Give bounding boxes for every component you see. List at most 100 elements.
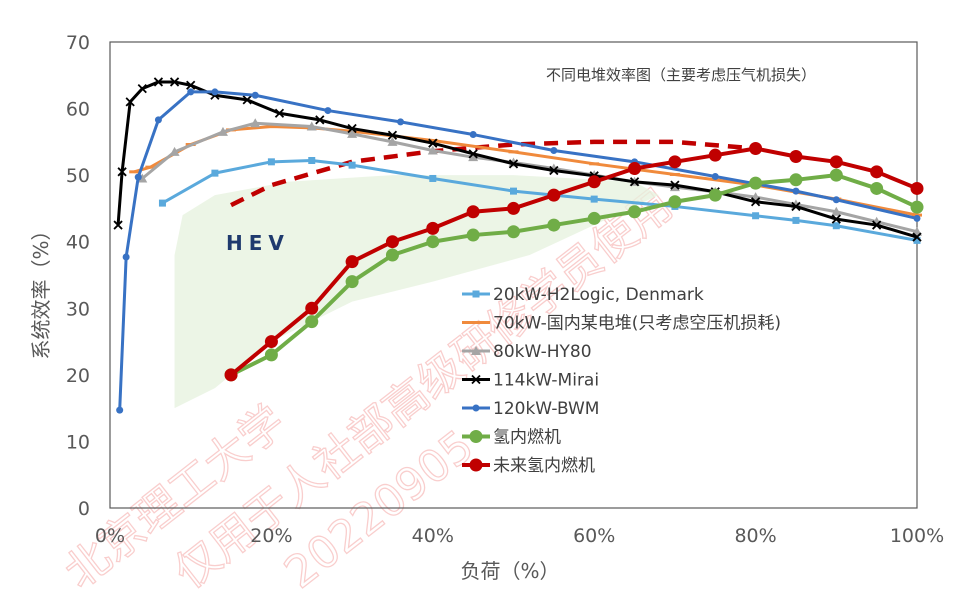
y-axis-title: 系统效率（%） [29,220,53,359]
data-point [590,195,598,203]
data-point [306,121,317,131]
data-point [792,216,800,224]
data-point [791,201,801,212]
data-point [169,146,180,156]
data-point [429,174,437,182]
data-point [471,346,481,355]
x-tick-label: 100% [890,525,944,547]
data-point [471,374,481,385]
data-point [116,406,124,414]
legend-label: 氢内燃机 [493,428,561,448]
data-point [628,161,642,175]
data-point [750,197,761,207]
x-axis-title: 负荷（%） [460,559,559,583]
legend-label: 20kW-H2Logic, Denmark [493,285,704,305]
y-tick-label: 30 [66,298,90,320]
data-point [154,116,162,124]
data-point [468,149,478,159]
x-tick-label: 20% [250,525,292,547]
y-tick-label: 40 [66,232,90,254]
dashed-efficiency-curve [230,139,756,208]
legend-label: 80kW-HY80 [493,342,592,362]
y-tick-label: 0 [78,498,90,520]
data-point [752,212,760,220]
data-point [507,201,520,215]
data-point [466,228,480,242]
data-point [153,77,164,87]
data-point [792,187,800,195]
data-point [749,176,763,190]
series-line [229,146,918,377]
data-point [274,108,285,118]
data-point [829,155,843,169]
data-point [870,181,884,195]
data-point [831,206,842,216]
data-point [428,138,438,148]
y-tick-label: 10 [66,431,90,453]
x-tick-label: 40% [412,525,454,547]
data-point [385,248,399,262]
data-point [387,130,398,140]
data-point [912,232,922,242]
data-point [426,235,440,249]
data-point [549,165,559,176]
data-point [913,236,921,244]
data-point [345,255,359,269]
data-point [708,148,722,162]
axis-layer: 0% 20% 40% 60% 80% 100% 0 10 20 30 40 50 60 70 [66,32,944,547]
data-point [324,107,332,115]
data-point [547,218,561,232]
data-point [264,335,278,349]
data-point [466,205,480,219]
data-point [872,220,882,230]
data-point [910,181,924,195]
data-point [587,175,601,189]
y-tick-label: 70 [66,32,90,54]
series-line [116,80,918,239]
data-point [510,187,517,195]
data-point [187,88,195,96]
data-point [251,91,259,99]
data-point [267,158,275,166]
data-point [550,147,558,155]
data-point [629,177,640,187]
x-tick-label: 80% [734,525,776,547]
data-point [217,126,228,136]
series-line [141,121,918,234]
data-point [507,225,520,239]
data-point [832,222,840,230]
hev-region [174,175,659,409]
hev-label: HEV [226,231,290,255]
data-point [508,159,519,169]
series- [224,142,924,382]
data-point [829,168,843,182]
data-point [211,88,219,96]
data-point [158,199,166,207]
data-point [264,348,278,362]
data-point [587,211,601,225]
data-point [305,315,319,329]
data-point [169,77,180,87]
data-point [668,195,682,209]
legend: 20kW-H2Logic, Denmark 70kW-国内某电堆(只考虑空压机损耗… [462,285,781,476]
data-point [469,458,483,472]
plot-frame [109,41,918,509]
data-point [117,167,127,177]
data-point [668,155,682,169]
legend-label: 70kW-国内某电堆(只考虑空压机损耗) [493,314,781,334]
y-tick-label: 20 [66,365,90,387]
data-point [397,118,405,126]
data-point [427,145,438,155]
y-tick-label: 60 [66,99,90,121]
data-point [211,169,219,177]
data-point [789,173,803,187]
data-point [385,235,399,249]
y-tick-label: 50 [66,165,90,187]
data-point [242,95,252,105]
series- [224,168,924,382]
data-point [469,430,483,443]
data-point [305,301,319,315]
hev-region-layer [174,175,659,409]
data-point [832,196,840,204]
